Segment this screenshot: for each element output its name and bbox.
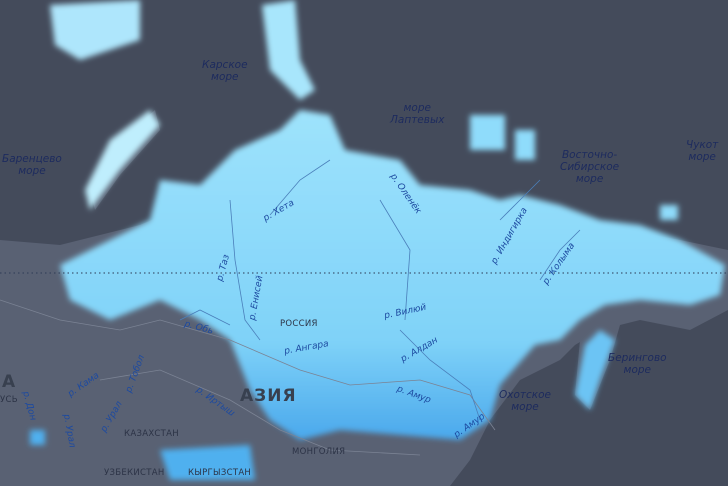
country-label-uzbekistan: УЗБЕКИСТАН	[104, 468, 165, 478]
sea-label-kara: Карское море	[202, 59, 248, 83]
continent-label-asia: АЗИЯ	[240, 386, 297, 406]
snow-cover-franz-josef	[50, 0, 140, 60]
country-label-kazakhstan: КАЗАХСТАН	[124, 429, 179, 439]
snow-cover-novaya-zemlya	[85, 110, 160, 210]
sea-label-laptev: море Лаптевых	[390, 102, 445, 126]
country-label-russia: РОССИЯ	[280, 319, 318, 329]
sea-label-east-siberian: Восточно- Сибирское море	[560, 149, 620, 185]
rivers	[179, 159, 581, 421]
sea-label-bering: Берингово море	[608, 352, 667, 376]
snow-cover-central-asia	[30, 430, 255, 480]
snow-cover-kamchatka	[575, 330, 615, 410]
country-label-mongolia: МОНГОЛИЯ	[292, 447, 346, 457]
snow-cover-islands	[470, 115, 678, 220]
snow-cover-north-island	[262, 0, 315, 100]
sea-label-okhotsk: Охотское море	[499, 389, 552, 413]
sea-label-chukchi: Чукот море	[686, 139, 719, 163]
continent-label-europe-partial: А	[2, 372, 17, 392]
sea-label-barents: Баренцево море	[2, 153, 62, 177]
country-label-belarus-partial: УСЬ	[0, 395, 18, 405]
snow-cover-main	[60, 110, 725, 440]
country-label-kyrgyzstan: КЫРГЫЗСТАН	[188, 468, 252, 478]
borders	[0, 299, 496, 456]
